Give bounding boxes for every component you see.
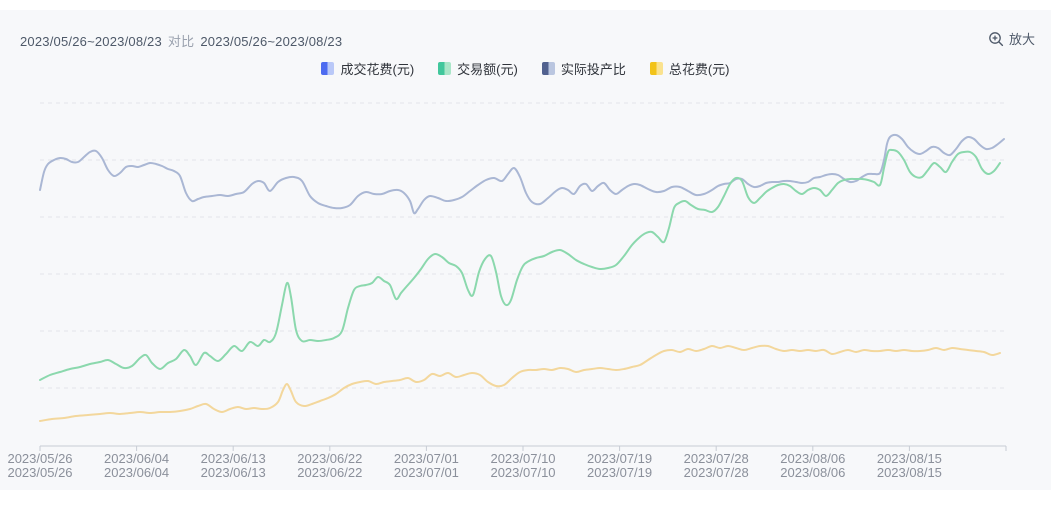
x-axis-label: 2023/07/19 — [587, 451, 653, 466]
chart-panel-background — [0, 10, 1051, 490]
x-axis-label: 2023/07/10 — [490, 465, 556, 480]
x-axis-label: 2023/08/15 — [876, 465, 942, 480]
x-axis-label-row: 2023/05/26 2023/06/04 2023/06/13 2023/06/22… — [0, 452, 1051, 466]
legend-label: 交易额(元) — [457, 62, 518, 77]
x-axis-label: 2023/07/01 — [393, 451, 459, 466]
series-line-交易额(元) — [39, 148, 1001, 381]
x-axis-label: 2023/06/04 — [104, 451, 170, 466]
x-axis-label: 2023/07/19 — [587, 465, 653, 480]
x-axis-label: 2023/06/22 — [297, 465, 363, 480]
x-axis-label: 2023/06/04 — [104, 465, 170, 480]
compared-date-ranges: 2023/05/26~2023/08/23 对比 2023/05/26~2023/0… — [20, 31, 342, 50]
legend-label: 成交花费(元) — [340, 62, 415, 77]
legend-marker-icon — [438, 62, 452, 75]
x-axis-label: 2023/08/06 — [780, 451, 846, 466]
x-axis-label: 2023/08/06 — [780, 465, 846, 480]
zoom-in-icon[interactable] — [988, 31, 1004, 47]
x-axis-label: 2023/07/28 — [683, 465, 749, 480]
x-axis-label: 2023/07/01 — [393, 465, 459, 480]
legend-label: 实际投产比 — [560, 62, 626, 77]
series-line-总花费(元) — [39, 344, 1001, 422]
legend-marker-icon — [321, 62, 335, 75]
legend-item-deal-cost[interactable]: 成交花费(元) — [321, 59, 414, 78]
legend-label: 总花费(元) — [668, 62, 730, 77]
x-axis-label: 2023/08/15 — [876, 451, 942, 466]
x-axis-label: 2023/06/22 — [297, 451, 363, 466]
compare-word: 对比 — [167, 34, 195, 49]
legend-item-total-cost[interactable]: 总花费(元) — [649, 59, 730, 78]
x-axis-label: 2023/05/26 — [7, 451, 73, 466]
x-axis-label-row: 2023/05/26 2023/06/04 2023/06/13 2023/06/22… — [0, 466, 1051, 480]
x-axis-label: 2023/05/26 — [7, 465, 73, 480]
legend-marker-icon — [649, 62, 663, 75]
series-line-实际投产比 — [39, 133, 1005, 215]
legend-item-transaction-amount[interactable]: 交易额(元) — [438, 59, 518, 78]
chart-legend: 成交花费(元) 交易额(元) 实际投产比 总花费(元) — [0, 59, 1051, 78]
x-axis-label: 2023/06/13 — [200, 451, 266, 466]
x-axis-label: 2023/06/13 — [200, 465, 266, 480]
x-axis-label: 2023/07/28 — [683, 451, 749, 466]
zoom-button-label: 放大 — [1008, 32, 1035, 47]
date-range-secondary: 2023/05/26~2023/08/23 — [200, 34, 343, 49]
x-axis-label: 2023/07/10 — [490, 451, 556, 466]
legend-item-actual-roi[interactable]: 实际投产比 — [541, 59, 626, 78]
date-range-primary: 2023/05/26~2023/08/23 — [20, 34, 162, 49]
zoom-button[interactable]: 放大 — [988, 29, 1035, 48]
legend-marker-icon — [541, 62, 555, 75]
